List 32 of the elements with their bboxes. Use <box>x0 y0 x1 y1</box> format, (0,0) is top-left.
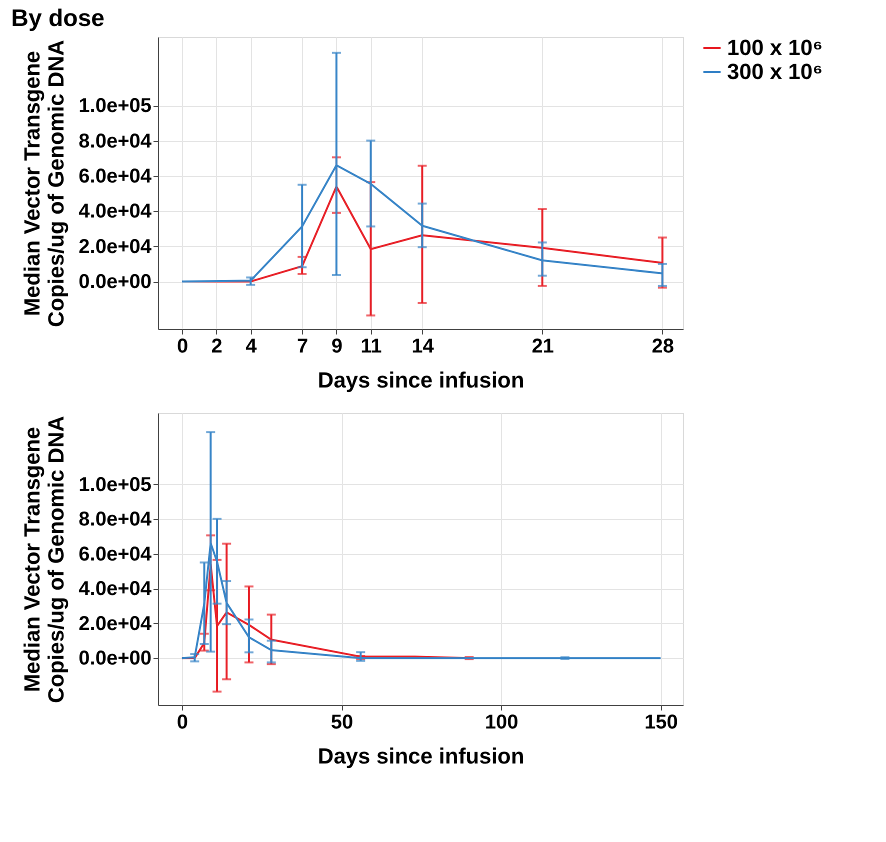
x-tick-label: 28 <box>652 336 674 358</box>
y-tick-label: 0.0e+00 <box>78 648 152 670</box>
x-axis-title: Days since infusion <box>318 368 524 392</box>
x-tick-label: 150 <box>644 712 678 734</box>
x-tick-label: 11 <box>360 336 382 358</box>
y-tick-label: 8.0e+04 <box>78 508 152 531</box>
y-axis-title: Median Vector Transgene Copies/ug of Genomic DNA <box>20 416 69 704</box>
x-tick-label: 14 <box>412 336 435 358</box>
y-tick-label: 6.0e+04 <box>78 165 152 188</box>
x-axis-title: Days since infusion <box>318 744 524 768</box>
y-tick-label: 8.0e+04 <box>78 130 152 152</box>
legend-label: 300 x 10⁶ <box>727 59 823 84</box>
x-tick-label: 0 <box>176 712 188 734</box>
y-tick-label: 2.0e+04 <box>78 612 152 635</box>
x-tick-label: 21 <box>532 336 554 358</box>
legend-label: 100 x 10⁶ <box>727 35 823 60</box>
x-tick-label: 0 <box>176 336 188 358</box>
y-tick-label: 1.0e+05 <box>78 95 152 118</box>
x-tick-label: 4 <box>246 336 258 358</box>
x-tick-label: 9 <box>331 336 342 358</box>
chart-title: By dose <box>11 5 105 32</box>
x-tick-label: 7 <box>297 336 308 358</box>
y-tick-label: 2.0e+04 <box>78 236 152 258</box>
y-tick-label: 6.0e+04 <box>78 543 152 566</box>
y-tick-label: 0.0e+00 <box>78 271 152 294</box>
x-tick-label: 50 <box>330 712 354 734</box>
x-tick-label: 100 <box>484 712 518 734</box>
y-axis-title: Median Vector Transgene Copies/ug of Genomic DNA <box>20 40 69 328</box>
y-tick-label: 4.0e+04 <box>78 200 152 223</box>
y-tick-label: 4.0e+04 <box>78 578 152 600</box>
x-tick-label: 2 <box>211 336 222 358</box>
y-tick-label: 1.0e+05 <box>78 474 152 496</box>
